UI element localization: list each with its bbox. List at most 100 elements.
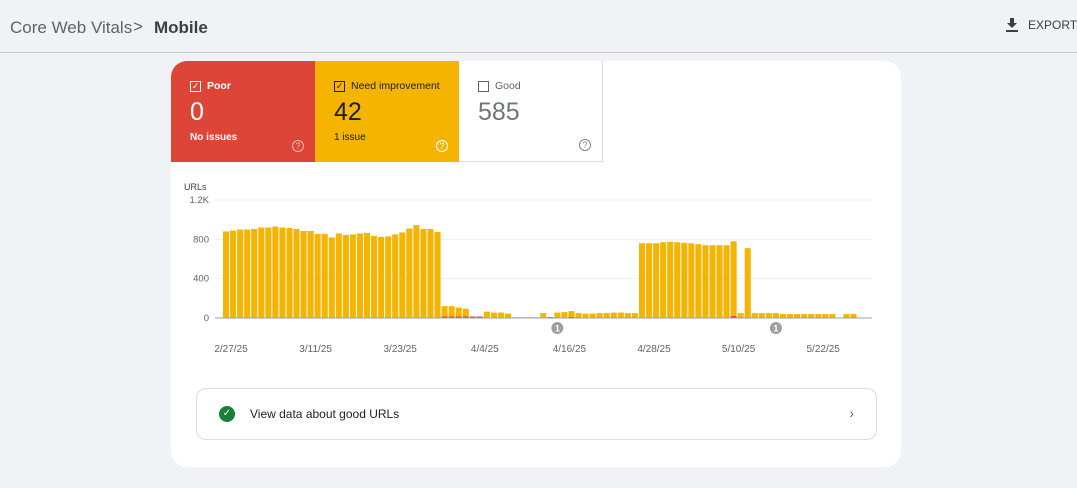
help-icon[interactable]: ? bbox=[436, 140, 448, 152]
bar-need-improvement bbox=[772, 313, 779, 318]
bar-need-improvement bbox=[230, 230, 237, 318]
bar-need-improvement bbox=[751, 313, 758, 318]
bar-need-improvement bbox=[251, 229, 258, 318]
bar-need-improvement bbox=[272, 226, 279, 318]
x-tick-label: 5/22/25 bbox=[807, 344, 841, 355]
bar-need-improvement bbox=[406, 228, 413, 318]
bar-need-improvement bbox=[328, 237, 335, 318]
tile-poor[interactable]: ✓ Poor 0 No issues ? bbox=[171, 61, 315, 162]
urls-chart: URLs 0 400 800 1.2K 1 1 2/27/25 3/11/25 3/23/25 4/… bbox=[184, 182, 872, 355]
bar-need-improvement bbox=[582, 313, 589, 318]
bar-need-improvement bbox=[490, 312, 497, 318]
breadcrumb-root[interactable]: Core Web Vitals bbox=[10, 18, 133, 37]
bar-need-improvement bbox=[843, 314, 850, 318]
bar-need-improvement bbox=[441, 306, 448, 317]
tile-sub: No issues bbox=[190, 132, 238, 143]
bar-need-improvement bbox=[237, 229, 244, 318]
export-button[interactable]: EXPORT bbox=[1006, 18, 1077, 32]
tile-count: 42 bbox=[334, 98, 362, 126]
y-tick-label: 0 bbox=[204, 313, 209, 324]
bar-need-improvement bbox=[342, 234, 349, 318]
bar-need-improvement bbox=[314, 233, 321, 318]
bar-poor bbox=[441, 316, 448, 318]
bar-need-improvement bbox=[758, 313, 765, 318]
bar-need-improvement bbox=[371, 235, 378, 318]
export-label: EXPORT bbox=[1028, 18, 1077, 32]
x-tick-label: 4/16/25 bbox=[553, 344, 587, 355]
bar-need-improvement bbox=[364, 232, 371, 318]
bar-need-improvement bbox=[378, 236, 385, 318]
bar-poor bbox=[462, 316, 469, 318]
bar-need-improvement bbox=[392, 234, 399, 318]
bar-poor bbox=[448, 316, 455, 318]
bar-need-improvement bbox=[610, 312, 617, 318]
bar-need-improvement bbox=[822, 314, 829, 318]
bar-need-improvement bbox=[723, 245, 730, 318]
bar-need-improvement bbox=[279, 227, 286, 318]
x-tick-label: 3/11/25 bbox=[299, 344, 332, 355]
bar-need-improvement bbox=[596, 313, 603, 318]
bar-poor bbox=[476, 316, 483, 318]
annotation-label: 1 bbox=[773, 324, 778, 334]
x-tick-label: 3/23/25 bbox=[384, 344, 418, 355]
checkbox-need-improvement[interactable]: ✓ bbox=[334, 80, 345, 92]
bar-need-improvement bbox=[638, 243, 645, 318]
bar-poor bbox=[730, 316, 737, 318]
annotation-label: 1 bbox=[555, 324, 560, 334]
bar-need-improvement bbox=[561, 312, 568, 318]
bar-need-improvement bbox=[349, 234, 356, 318]
tile-label: Good bbox=[495, 80, 521, 92]
bar-need-improvement bbox=[244, 229, 251, 318]
bar-need-improvement bbox=[815, 314, 822, 318]
bar-need-improvement bbox=[617, 312, 624, 318]
bar-need-improvement bbox=[575, 313, 582, 318]
checkbox-poor[interactable]: ✓ bbox=[190, 80, 201, 92]
tile-sub: 1 issue bbox=[334, 132, 366, 143]
bar-need-improvement bbox=[779, 314, 786, 318]
bar-need-improvement bbox=[709, 245, 716, 318]
annotation-marker bbox=[551, 322, 564, 334]
bar-need-improvement bbox=[434, 231, 441, 318]
bar-need-improvement bbox=[603, 313, 610, 318]
bar-need-improvement bbox=[631, 313, 638, 318]
tile-need-improvement[interactable]: ✓ Need improvement 42 1 issue ? bbox=[315, 61, 459, 162]
tile-good[interactable]: Good 585 ? bbox=[459, 61, 603, 162]
bar-need-improvement bbox=[667, 241, 674, 318]
bar-need-improvement bbox=[808, 314, 815, 318]
bar-need-improvement bbox=[413, 225, 420, 318]
help-icon[interactable]: ? bbox=[292, 140, 304, 152]
bar-need-improvement bbox=[794, 314, 801, 318]
bar-need-improvement bbox=[850, 314, 857, 318]
bar-need-improvement bbox=[716, 245, 723, 318]
bar-need-improvement bbox=[300, 230, 307, 318]
tile-label: Need improvement bbox=[351, 80, 440, 92]
bar-need-improvement bbox=[307, 230, 314, 318]
bar-need-improvement bbox=[483, 311, 490, 318]
bar-need-improvement bbox=[688, 243, 695, 318]
bar-need-improvement bbox=[695, 244, 702, 318]
x-tick-label: 4/4/25 bbox=[471, 344, 499, 355]
status-card: ✓ Poor 0 No issues ? ✓ Need improvement 42… bbox=[171, 61, 901, 467]
breadcrumb-current: Mobile bbox=[154, 18, 208, 37]
bar-need-improvement bbox=[335, 233, 342, 318]
bar-need-improvement bbox=[293, 229, 300, 318]
help-icon[interactable]: ? bbox=[579, 139, 591, 151]
bar-need-improvement bbox=[497, 312, 504, 318]
tile-label: Poor bbox=[207, 80, 231, 92]
y-axis-label: URLs bbox=[184, 182, 207, 192]
bar-need-improvement bbox=[730, 241, 737, 317]
download-icon bbox=[1006, 18, 1018, 32]
checkbox-good[interactable] bbox=[478, 80, 489, 92]
bar-poor bbox=[455, 316, 462, 318]
bar-need-improvement bbox=[399, 232, 406, 318]
bar-need-improvement bbox=[829, 314, 836, 318]
y-tick-label: 400 bbox=[193, 274, 209, 285]
bar-need-improvement bbox=[660, 242, 667, 318]
bar-need-improvement bbox=[356, 233, 363, 318]
y-tick-label: 800 bbox=[193, 234, 209, 245]
x-tick-label: 4/28/25 bbox=[637, 344, 671, 355]
view-good-urls-label: View data about good URLs bbox=[250, 407, 400, 421]
bar-need-improvement bbox=[385, 236, 392, 318]
bar-need-improvement bbox=[427, 229, 434, 318]
view-good-urls-link[interactable]: ✓ View data about good URLs › bbox=[196, 388, 877, 440]
